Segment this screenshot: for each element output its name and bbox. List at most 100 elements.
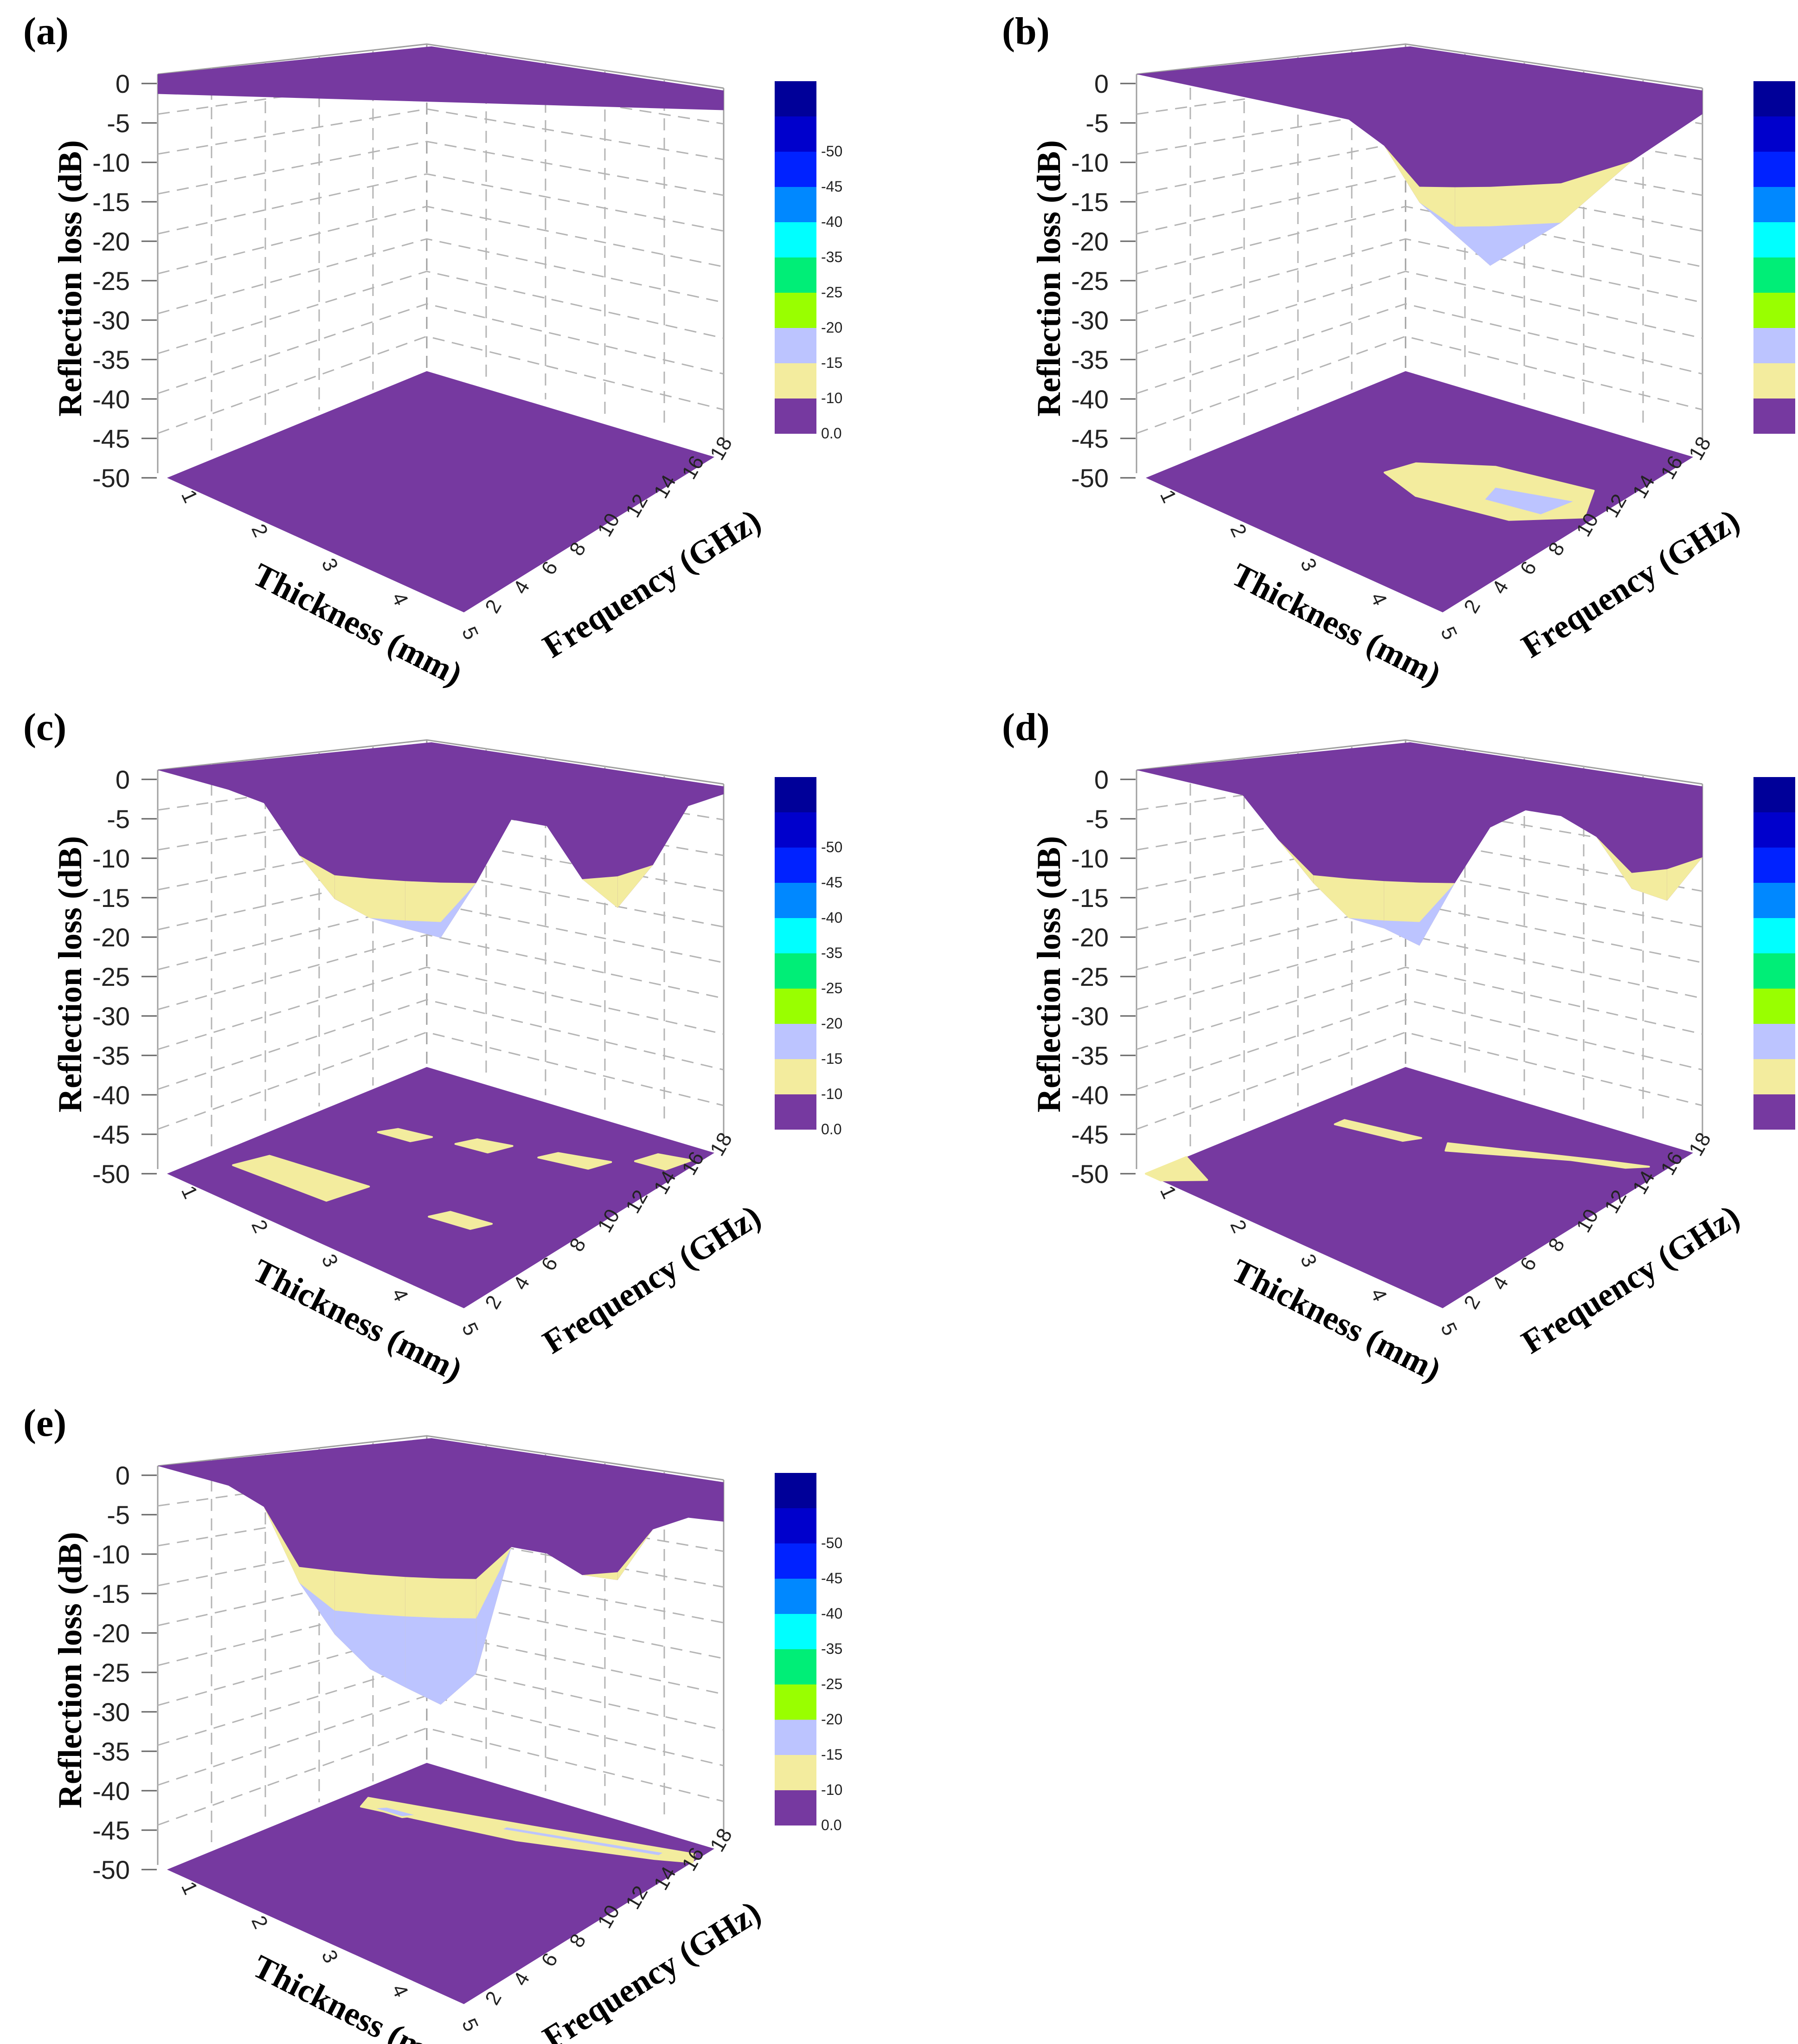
colorbar-label: -15 [821, 1050, 842, 1067]
z-axis: 0 -5 -10 -15 -20 -25 -30 -35 -40 -45 -50 Reflection… [51, 765, 157, 1189]
colorbar-swatch [1753, 1059, 1795, 1094]
z-tick-label: -20 [1071, 923, 1109, 952]
surface-band [1313, 875, 1349, 918]
colorbar-label: -45 [821, 1570, 842, 1587]
z-tick-label: -30 [1071, 1002, 1109, 1031]
surface-band [617, 865, 653, 908]
colorbar-swatch [775, 1755, 816, 1790]
panel-label: (a) [23, 10, 69, 53]
z-axis: 0 -5 -10 -15 -20 -25 -30 -35 -40 -45 -50 Reflection… [1030, 765, 1136, 1189]
colorbar-swatch [1753, 328, 1795, 363]
surface-sheet [1137, 46, 1702, 266]
colorbar-swatch [775, 399, 816, 434]
colorbar-label: -20 [821, 319, 842, 336]
colorbar-swatch [775, 1543, 816, 1579]
surface-band [1384, 920, 1419, 946]
surface-band [1384, 146, 1419, 203]
thickness-tick-label: 4 [387, 589, 413, 609]
frequency-tick-label: 6 [1515, 1253, 1541, 1275]
colorbar-label: -10 [821, 390, 842, 406]
z-tick-label: -25 [1071, 962, 1109, 991]
colorbar-label: 0.0 [821, 1121, 841, 1138]
floor-projection [167, 371, 714, 612]
z-tick-label: -30 [92, 1002, 130, 1031]
z-tick-label: -5 [1085, 804, 1109, 834]
colorbar-label: -35 [821, 1640, 842, 1657]
colorbar-swatch [1753, 1094, 1795, 1130]
frequency-tick-label: 4 [509, 577, 534, 598]
colorbar-swatch [775, 1684, 816, 1720]
frequency-tick-label: 6 [537, 558, 562, 579]
colorbar-label: -40 [821, 1605, 842, 1622]
panel-label: (b) [1002, 10, 1050, 53]
chart-panel: (e) 0 -5 -10 -15 -20 -25 -30 -35 -40 -45 -50 Reflect… [23, 1401, 842, 2044]
surface-band [1561, 161, 1632, 223]
surface-band [334, 875, 370, 918]
frequency-tick-label: 6 [537, 1253, 562, 1275]
frequency-tick-label: 2 [1459, 596, 1485, 617]
z-axis-title: Reflection loss (dB) [1030, 836, 1067, 1112]
z-tick-label: -25 [92, 962, 130, 991]
z-tick-label: -5 [1085, 109, 1109, 138]
floor-region [1334, 1119, 1422, 1142]
colorbar-label: -10 [821, 1781, 842, 1798]
z-tick-label: -35 [92, 1737, 130, 1766]
colorbar-swatch [1753, 1024, 1795, 1059]
surface-band [1490, 223, 1561, 266]
colorbar-swatch [1753, 953, 1795, 989]
colorbar: 0.0 -10 -15 -20 -25 -35 -40 -45 -50 [775, 81, 842, 442]
thickness-tick-label: 3 [317, 555, 342, 575]
z-axis: 0 -5 -10 -15 -20 -25 -30 -35 -40 -45 -50 Reflection… [51, 69, 157, 493]
z-tick-label: -15 [1071, 187, 1109, 217]
colorbar-swatch [1753, 152, 1795, 187]
z-tick-label: 0 [116, 1461, 130, 1490]
z-tick-label: -50 [92, 463, 130, 493]
colorbar-swatch [775, 293, 816, 328]
colorbar-label: -45 [821, 178, 842, 195]
floor-region [537, 1152, 612, 1170]
frequency-tick-label: 4 [509, 1968, 534, 1990]
panel-label: (d) [1002, 706, 1050, 749]
z-tick-label: -40 [1071, 385, 1109, 414]
chart-panel: (c) 0 -5 -10 -15 -20 -25 -30 -35 -40 -45 -50 Reflect… [23, 706, 842, 1389]
colorbar-swatch [1753, 187, 1795, 222]
surface-band [405, 920, 441, 938]
z-tick-label: -25 [92, 1658, 130, 1687]
colorbar-swatch [1753, 81, 1795, 116]
colorbar-label: -50 [821, 839, 842, 855]
frequency-tick-label: 2 [481, 1292, 506, 1313]
z-tick-label: -15 [92, 187, 130, 217]
z-tick-label: -15 [92, 1579, 130, 1608]
floor-region [232, 1155, 370, 1202]
rl-surface [1137, 46, 1702, 266]
floor-base [167, 1763, 714, 2004]
z-tick-label: -25 [1071, 266, 1109, 296]
z-axis-title: Reflection loss (dB) [1030, 140, 1067, 417]
floor-region [634, 1153, 693, 1171]
colorbar-swatch [775, 116, 816, 152]
colorbar-swatch [775, 328, 816, 363]
surface-band [1455, 226, 1490, 266]
colorbar-swatch [775, 777, 816, 812]
z-tick-label: -35 [1071, 1041, 1109, 1070]
floor-projection [167, 1067, 714, 1308]
frequency-tick-label: 2 [481, 596, 506, 617]
z-tick-label: -50 [1071, 1159, 1109, 1189]
frequency-tick-label: 6 [537, 1949, 562, 1971]
z-tick-label: -5 [107, 109, 130, 138]
floor-base [167, 371, 714, 612]
surface-band [370, 1613, 405, 1688]
thickness-tick-label: 5 [457, 1319, 483, 1339]
frequency-tick-label: 2 [481, 1987, 506, 2009]
colorbar-label: -40 [821, 213, 842, 230]
colorbar-swatch [1753, 222, 1795, 257]
floor-base [167, 1067, 714, 1308]
axis-walls [157, 43, 725, 473]
colorbar-label: -10 [821, 1086, 842, 1102]
z-tick-label: -45 [1071, 1120, 1109, 1149]
colorbar-swatch [1753, 399, 1795, 434]
colorbar-swatch [775, 1720, 816, 1755]
colorbar-swatch [775, 152, 816, 187]
z-tick-label: -30 [92, 1697, 130, 1727]
